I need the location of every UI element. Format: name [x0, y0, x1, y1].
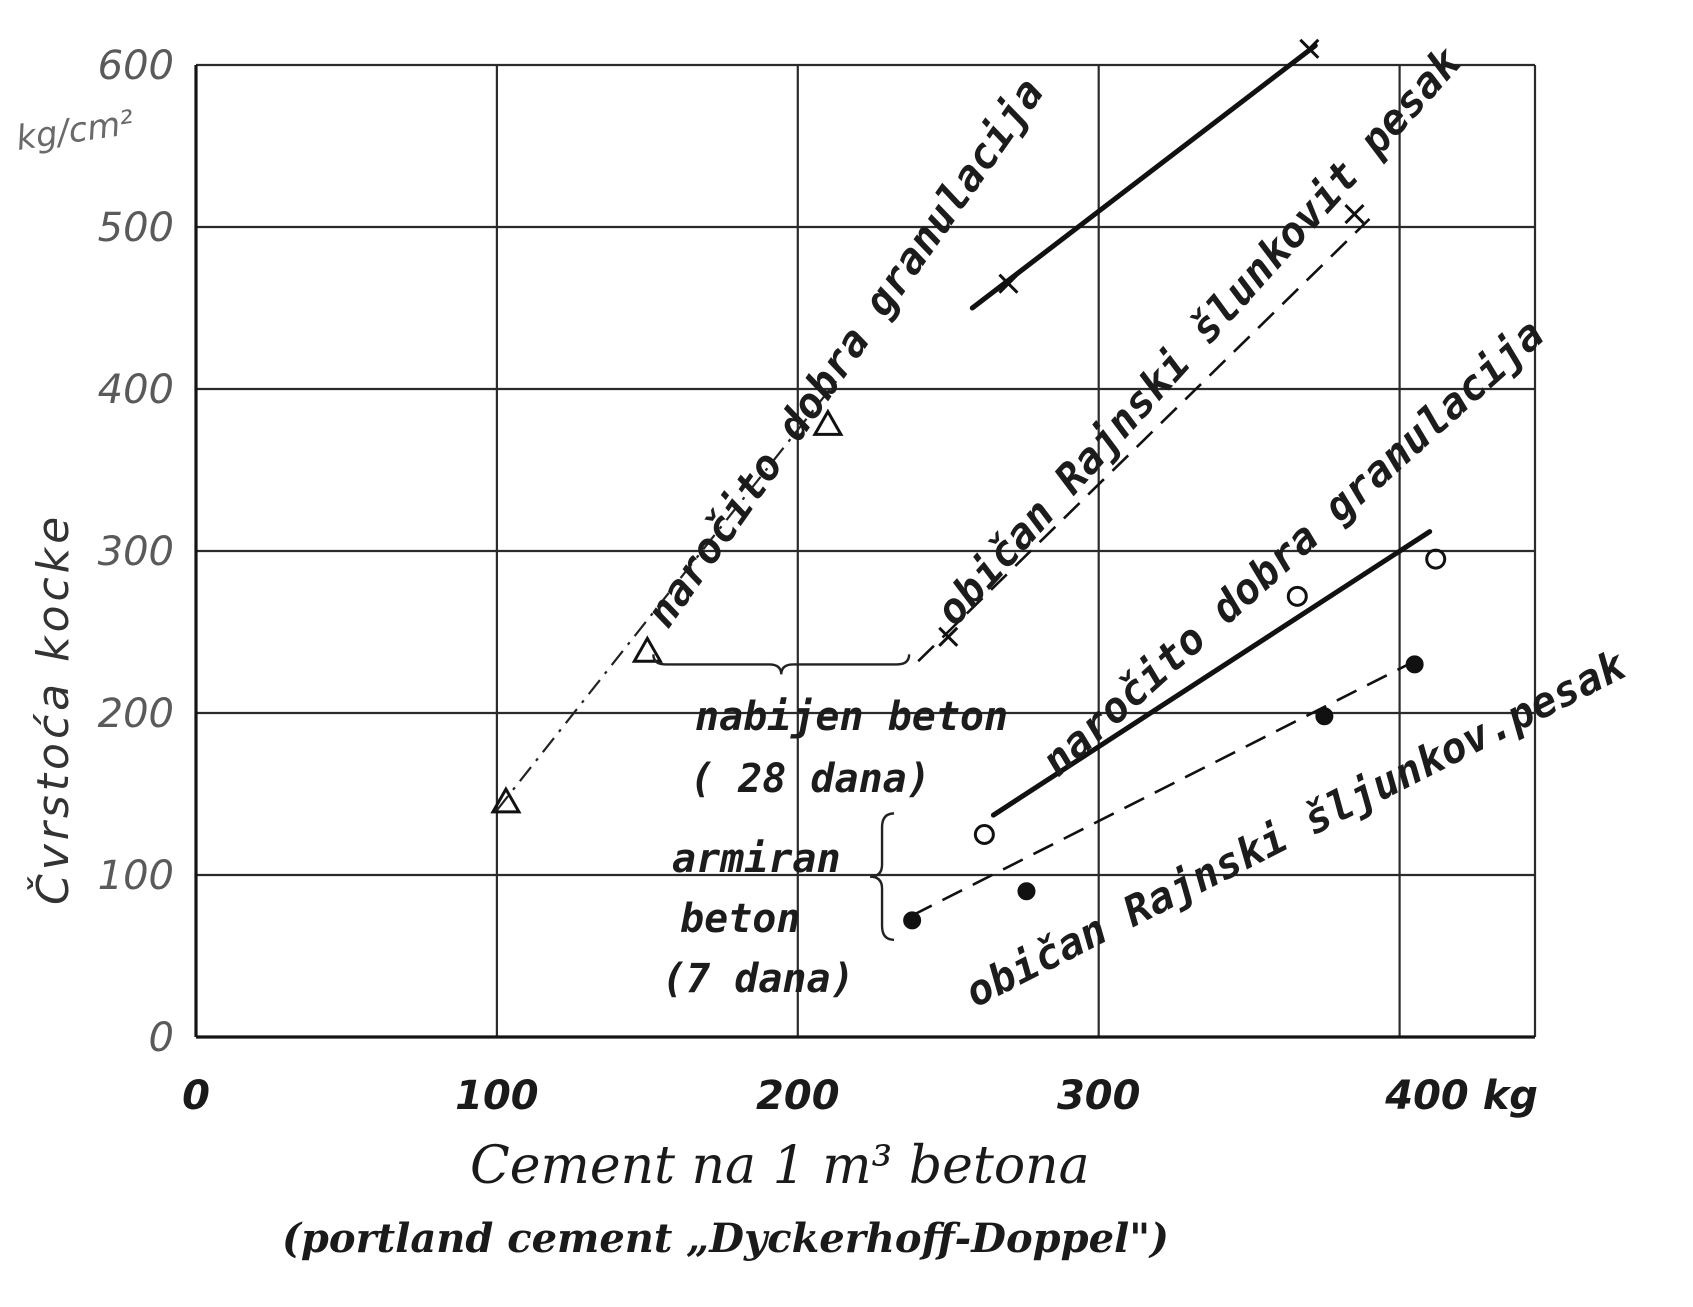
series-3-point-2	[1425, 548, 1447, 570]
series	[490, 38, 1447, 930]
y-tick-label-400: 400	[98, 367, 174, 413]
annotation-armiran: armiran	[672, 836, 841, 882]
series-2-point-0	[938, 626, 959, 647]
axes	[194, 65, 1535, 1039]
series-1-point-0	[998, 273, 1019, 294]
y-tick-label-300: 300	[98, 529, 174, 575]
series-3-line	[990, 529, 1433, 818]
x-tick-label-200: 200	[756, 1073, 840, 1119]
series-1-point-1	[1299, 38, 1320, 59]
series-0-point-1	[631, 635, 663, 663]
y-tick-label-200: 200	[98, 691, 174, 737]
y-tick-label-600: 600	[98, 43, 174, 89]
y-tick-label-0: 0	[149, 1015, 174, 1061]
annotation-28-dana: ( 28 dana)	[690, 756, 931, 802]
series-4-point-2	[1315, 707, 1334, 726]
series-2-point-1	[1344, 203, 1365, 225]
series-3-point-0	[973, 824, 995, 845]
series-4-point-0	[903, 911, 922, 930]
annotation-beton: beton	[680, 896, 800, 942]
y-unit-label: kg/cm²	[14, 103, 137, 159]
annotation-7-dana: (7 dana)	[662, 956, 855, 1002]
series-4-point-1	[1017, 882, 1036, 901]
brace-7-dana	[869, 812, 895, 941]
series-4-line	[911, 660, 1416, 917]
y-tick-label-100: 100	[98, 853, 174, 899]
x-axis-label: Cement na 1 m³ betona	[470, 1136, 1090, 1196]
x-tick-label-400: 400 kg	[1384, 1073, 1538, 1119]
series-4-point-3	[1405, 655, 1424, 674]
brace-28-dana	[652, 654, 911, 675]
x-tick-label-100: 100	[455, 1073, 539, 1119]
y-tick-label-500: 500	[98, 205, 174, 251]
x-axis-sublabel: (portland cement „Dyckerhoff-Doppel")	[282, 1215, 1169, 1262]
series-3-point-1	[1286, 585, 1308, 607]
grid	[196, 63, 1537, 1037]
series-1-line	[969, 43, 1318, 311]
series-2-line	[917, 217, 1371, 663]
y-axis-label: Čvrstoća kocke	[26, 513, 79, 905]
x-tick-label-300: 300	[1057, 1073, 1141, 1119]
series-0-point-0	[490, 786, 522, 814]
tick-labels: 0 100 200 300 400 500 600 0 100 200 300 400 kg	[98, 43, 1538, 1119]
x-tick-label-0: 0	[182, 1073, 210, 1119]
curve-label-7d-ordinary: običan Rajnski šljunkov.pesak	[957, 640, 1634, 1017]
annotation-nabijen-beton: nabijen beton	[695, 694, 1008, 740]
series-0-point-2	[812, 408, 844, 436]
